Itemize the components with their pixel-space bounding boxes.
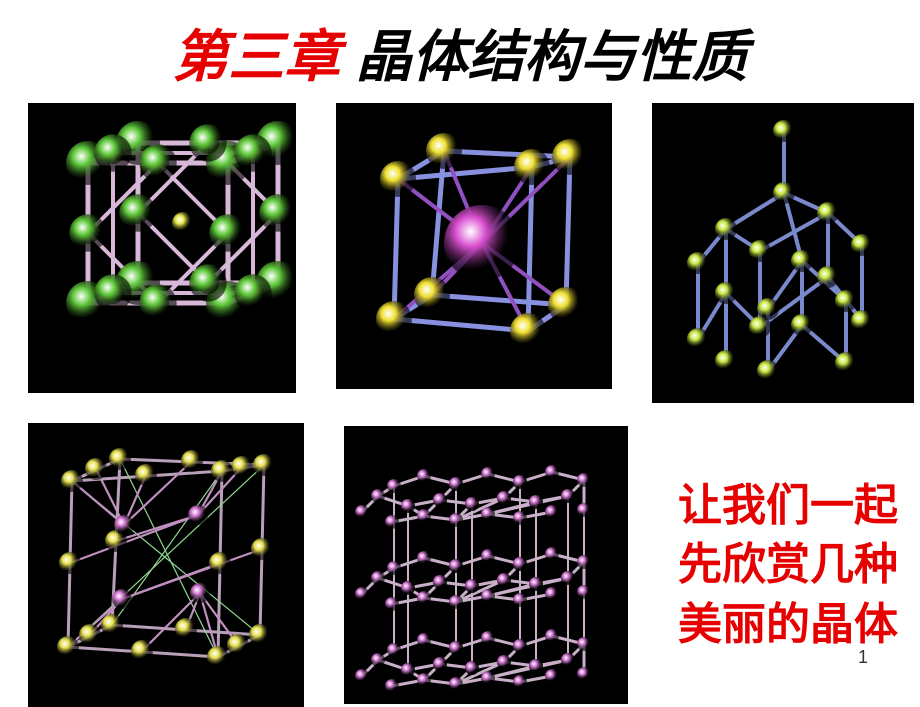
panel-5 — [344, 426, 628, 704]
figure-row-1 — [0, 103, 920, 403]
panel-2 — [336, 103, 612, 389]
panel-1 — [28, 103, 296, 393]
side-caption: 让我们一起 先欣赏几种 美丽的晶体 — [678, 476, 898, 654]
caption-line-1: 让我们一起 — [678, 476, 898, 535]
slide-title: 第三章 晶体结构与性质 — [0, 0, 920, 103]
panel-3 — [652, 103, 914, 403]
chapter-label: 第三章 — [172, 25, 340, 88]
caption-line-2: 先欣赏几种 — [678, 535, 898, 594]
panel-4 — [28, 423, 304, 707]
figure-row-2: 让我们一起 先欣赏几种 美丽的晶体 — [0, 423, 920, 707]
page-number: 1 — [858, 647, 868, 668]
subject-label: 晶体结构与性质 — [356, 25, 748, 88]
caption-line-3: 美丽的晶体 — [678, 595, 898, 654]
